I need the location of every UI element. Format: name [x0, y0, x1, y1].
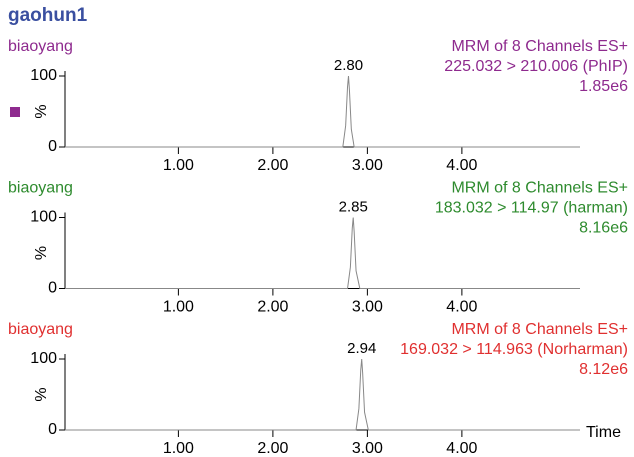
- channel-info: MRM of 8 Channels ES+: [451, 321, 628, 338]
- y-axis-label: %: [33, 387, 50, 401]
- trace: [65, 358, 580, 431]
- x-tick-label: 4.00: [446, 299, 477, 316]
- x-tick-label: 1.00: [163, 157, 194, 174]
- sample-label: biaoyang: [8, 38, 73, 55]
- x-tick-label: 3.00: [352, 299, 383, 316]
- marker-square: [10, 107, 20, 117]
- peak-label: 2.85: [339, 198, 368, 215]
- channel-info: 8.12e6: [579, 361, 628, 378]
- x-tick-label: 2.00: [257, 157, 288, 174]
- x-tick-label: 4.00: [446, 440, 477, 457]
- y-axis-label: %: [33, 246, 50, 260]
- x-tick-label: 3.00: [352, 157, 383, 174]
- title: gaohun1: [8, 5, 88, 26]
- y-axis-label: %: [33, 104, 50, 118]
- trace: [65, 75, 580, 148]
- y-tick-label: 0: [48, 280, 57, 297]
- x-tick-label: 4.00: [446, 157, 477, 174]
- sample-label: biaoyang: [8, 180, 73, 197]
- y-tick-label: 0: [48, 138, 57, 155]
- x-tick-label: 3.00: [352, 440, 383, 457]
- y-tick-label: 100: [30, 209, 57, 226]
- y-tick-label: 0: [48, 421, 57, 438]
- channel-info: 225.032 > 210.006 (PhIP): [444, 58, 628, 75]
- y-tick-label: 100: [30, 67, 57, 84]
- x-tick-label: 2.00: [257, 440, 288, 457]
- x-tick-label: 2.00: [257, 299, 288, 316]
- channel-info: 8.16e6: [579, 220, 628, 237]
- channel-info: 1.85e6: [579, 78, 628, 95]
- x-axis-label: Time: [586, 424, 621, 441]
- channel-info: 169.032 > 114.963 (Norharman): [400, 341, 628, 358]
- channel-info: 183.032 > 114.97 (harman): [435, 200, 628, 217]
- x-tick-label: 1.00: [163, 440, 194, 457]
- peak-label: 2.94: [347, 340, 376, 357]
- sample-label: biaoyang: [8, 321, 73, 338]
- trace: [65, 217, 580, 289]
- channel-info: MRM of 8 Channels ES+: [451, 38, 628, 55]
- peak-label: 2.80: [334, 57, 363, 74]
- x-tick-label: 1.00: [163, 299, 194, 316]
- channel-info: MRM of 8 Channels ES+: [451, 180, 628, 197]
- y-tick-label: 100: [30, 350, 57, 367]
